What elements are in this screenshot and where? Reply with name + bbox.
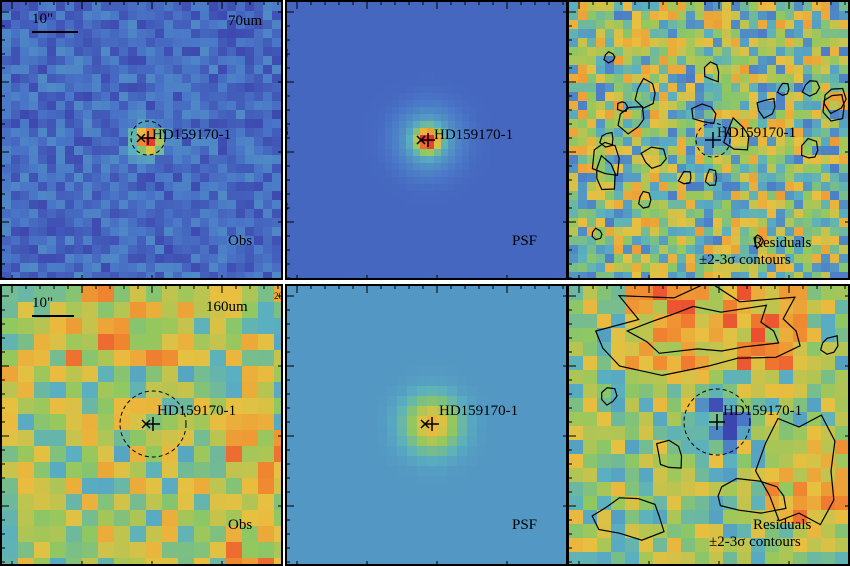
y-tick-label: 20 [274,291,283,301]
scale-bar-label: 10" [32,11,54,27]
target-label: HD159170-1 [157,403,237,419]
psf-160-image [287,286,566,564]
axis-ticks [287,286,566,564]
y-tick-label: 30 [285,48,290,57]
target-label: HD159170-1 [439,403,519,419]
scale-bar-label: 10" [32,295,54,311]
panel-psf-70: HD159170-1 PSF 30 20 10 [285,0,568,280]
panel-type-label: PSF [512,233,538,249]
y-tick-label: 10 [285,202,290,211]
residuals-70-image [569,2,848,278]
source-marker [141,417,160,431]
source-marker [420,417,439,431]
axis-ticks [569,286,848,564]
source-marker [709,414,725,430]
contours-label: ±2-3σ contours [709,534,801,550]
psf-70-image [287,2,566,278]
obs-70-pixels [2,2,281,278]
target-label: HD159170-1 [723,403,803,419]
panel-obs-160: 10" 160um HD159170-1 Obs 20 [0,284,283,566]
panel-obs-70: 10" 70um HD159170-1 Obs [0,0,283,280]
aperture-circle [683,388,751,456]
aperture-circle [119,390,187,458]
axis-ticks [2,2,281,278]
panel-type-label: PSF [512,517,538,533]
psf-160-pixels [287,286,566,564]
residuals-70-pixels [569,2,848,278]
residuals-160-pixels [569,286,848,564]
target-label: HD159170-1 [152,127,232,143]
aperture-circle [695,122,731,158]
target-label: HD159170-1 [434,127,514,143]
source-marker [705,132,721,148]
panel-psf-160: HD159170-1 PSF [285,284,568,566]
residuals-label: Residuals [753,517,812,533]
source-marker [136,131,155,145]
band-label: 160um [206,299,248,315]
psf-70-pixels [287,2,566,278]
axis-ticks [287,2,566,278]
residuals-label: Residuals [753,235,812,251]
panel-type-label: Obs [228,517,253,533]
band-label: 70um [228,13,263,29]
obs-160-pixels [2,286,281,564]
y-tick-label: 20 [285,126,290,135]
target-label: HD159170-1 [717,125,797,141]
panel-type-label: Obs [228,233,253,249]
panel-residuals-160: HD159170-1 Residuals ±2-3σ contours [567,284,850,566]
contours-label: ±2-3σ contours [699,252,791,268]
obs-70-image [2,2,281,278]
residual-contours [591,286,839,541]
residuals-160-image [569,286,848,564]
panel-residuals-70: HD159170-1 Residuals ±2-3σ contours [567,0,850,280]
axis-ticks [2,286,281,564]
axis-ticks [569,2,848,278]
source-marker [416,133,435,147]
aperture-circle [130,120,166,156]
residual-contours [591,50,847,250]
obs-160-image [2,286,281,564]
